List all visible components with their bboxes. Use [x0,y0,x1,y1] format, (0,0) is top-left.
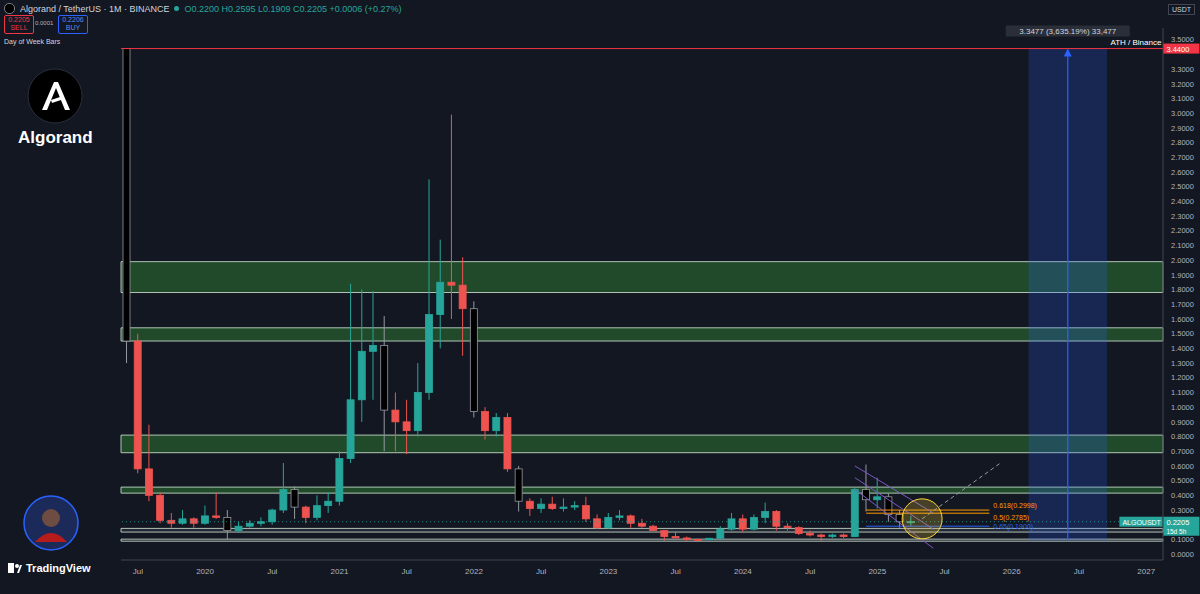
svg-text:Jul: Jul [939,567,949,576]
svg-text:Jul: Jul [402,567,412,576]
svg-text:Jul: Jul [267,567,277,576]
svg-text:2.4000: 2.4000 [1171,197,1194,206]
svg-text:3.3000: 3.3000 [1171,65,1194,74]
svg-text:2.6000: 2.6000 [1171,168,1194,177]
svg-text:0.6000: 0.6000 [1171,462,1194,471]
svg-text:0.9000: 0.9000 [1171,418,1194,427]
svg-text:Jul: Jul [805,567,815,576]
svg-text:2025: 2025 [868,567,886,576]
svg-text:0.4000: 0.4000 [1171,491,1194,500]
svg-text:Jul: Jul [670,567,680,576]
html-text:TradingView: TradingView [26,562,91,574]
svg-text:3.5000: 3.5000 [1171,35,1194,44]
svg-text:1.8000: 1.8000 [1171,285,1194,294]
svg-text:2.8000: 2.8000 [1171,138,1194,147]
svg-text:2.1000: 2.1000 [1171,241,1194,250]
svg-text:1.4000: 1.4000 [1171,344,1194,353]
svg-text:0.618(0.2998): 0.618(0.2998) [993,502,1037,510]
html-text:O0.2200 H0.2595 L0.1909 C0.220: O0.2200 H0.2595 L0.1909 C0.2205 +0.0006 … [184,3,402,14]
svg-text:15d 5h: 15d 5h [1166,528,1186,535]
svg-text:0.7000: 0.7000 [1171,447,1194,456]
svg-text:2.0000: 2.0000 [1171,256,1194,265]
svg-text:2.9000: 2.9000 [1171,124,1194,133]
html-text:SELL: SELL [10,24,28,31]
svg-text:Jul: Jul [133,567,143,576]
svg-text:1.5000: 1.5000 [1171,329,1194,338]
svg-text:2.7000: 2.7000 [1171,153,1194,162]
svg-text:2022: 2022 [465,567,483,576]
svg-text:1.6000: 1.6000 [1171,315,1194,324]
svg-text:1.2000: 1.2000 [1171,373,1194,382]
svg-text:2.5000: 2.5000 [1171,182,1194,191]
svg-text:ALGOUSDT: ALGOUSDT [1122,519,1161,526]
svg-text:1.7000: 1.7000 [1171,300,1194,309]
svg-text:2026: 2026 [1003,567,1021,576]
svg-text:1.1000: 1.1000 [1171,388,1194,397]
svg-text:3.3477 (3,635.19%) 33,477: 3.3477 (3,635.19%) 33,477 [1019,27,1117,36]
svg-text:3.0000: 3.0000 [1171,109,1194,118]
svg-text:0.1000: 0.1000 [1171,535,1194,544]
svg-text:1.3000: 1.3000 [1171,359,1194,368]
svg-text:2023: 2023 [599,567,617,576]
svg-text:0.5000: 0.5000 [1171,476,1194,485]
svg-text:0.8000: 0.8000 [1171,432,1194,441]
svg-text:2020: 2020 [196,567,214,576]
svg-text:0.2205: 0.2205 [1166,518,1189,527]
html-text:Algorand: Algorand [18,128,93,147]
svg-text:0.0000: 0.0000 [1171,550,1194,559]
svg-text:3.4400: 3.4400 [1166,45,1189,54]
html-text:BUY: BUY [65,24,81,31]
svg-text:2024: 2024 [734,567,752,576]
svg-text:2.3000: 2.3000 [1171,212,1194,221]
svg-text:ATH / Binance: ATH / Binance [1110,38,1162,47]
svg-text:0.5(0.2785): 0.5(0.2785) [993,514,1029,522]
svg-text:0.65(0.1900): 0.65(0.1900) [993,523,1033,531]
svg-text:0.3000: 0.3000 [1171,506,1194,515]
svg-text:Jul: Jul [1074,567,1084,576]
html-text:0.2206: 0.2206 [62,16,84,23]
html-text:Algorand / TetherUS · 1M · BIN: Algorand / TetherUS · 1M · BINANCE [20,3,170,14]
svg-text:1.9000: 1.9000 [1171,271,1194,280]
svg-text:Jul: Jul [536,567,546,576]
html-text:0.2205: 0.2205 [8,16,30,23]
svg-text:3.2000: 3.2000 [1171,80,1194,89]
svg-text:2021: 2021 [331,567,349,576]
html-text:Day of Week Bars: Day of Week Bars [4,38,61,45]
html-text:USDT: USDT [1172,6,1192,13]
svg-text:2027: 2027 [1137,567,1155,576]
svg-text:1.0000: 1.0000 [1171,403,1194,412]
svg-text:2.2000: 2.2000 [1171,226,1194,235]
svg-text:3.1000: 3.1000 [1171,94,1194,103]
html-text:0.0001: 0.0001 [35,20,54,26]
